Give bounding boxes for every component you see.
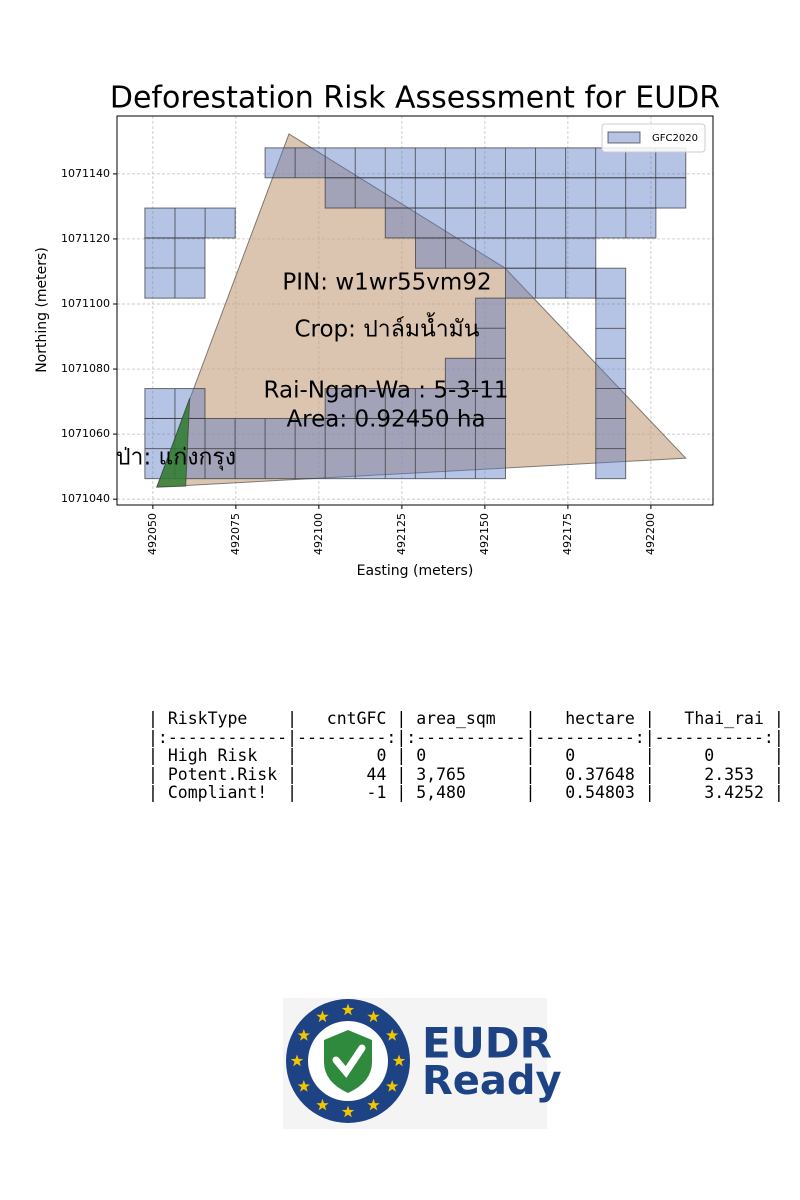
legend-swatch (607, 131, 641, 144)
gfc-block (144, 207, 236, 239)
logo-text: Ready (422, 1058, 562, 1104)
x-tick-label: 492200 (644, 513, 657, 555)
logo-star (297, 1029, 310, 1041)
chart-title: Deforestation Risk Assessment for EUDR (110, 81, 720, 116)
y-tick-label: 1071040 (61, 492, 110, 505)
gfc-block (384, 207, 657, 239)
y-tick-label: 1071140 (61, 167, 110, 180)
legend-label: GFC2020 (652, 133, 698, 144)
x-tick-label: 492075 (229, 513, 242, 555)
logo-star (386, 1029, 399, 1041)
logo-stars (290, 1003, 406, 1118)
logo-star (386, 1080, 399, 1092)
logo-text: EUDR (422, 1019, 552, 1068)
table-line: | Potent.Risk | 44 | 3,765 | 0.37648 | 2… (148, 764, 784, 784)
y-tick-label: 1071060 (61, 427, 110, 440)
gfc-block (595, 267, 627, 480)
annotation: Rai-Ngan-Wa : 5-3-11 (264, 378, 509, 404)
table-line: | Compliant! | -1 | 5,480 | 0.54803 | 3.… (148, 783, 784, 803)
x-axis-label: Easting (meters) (357, 563, 474, 579)
table-line: | RiskType | cntGFC | area_sqm | hectare… (148, 709, 784, 728)
logo-star (316, 1098, 329, 1111)
plot-boundary (156, 133, 687, 488)
logo-star (392, 1054, 406, 1067)
forest-area (156, 397, 191, 488)
annotation: ป่า: แก่งกรุง (116, 445, 236, 471)
x-tick-label: 492125 (395, 513, 408, 555)
logo-star (367, 1010, 380, 1023)
x-tick-label: 492100 (312, 513, 325, 555)
x-tick-label: 492150 (478, 513, 491, 555)
y-tick-label: 1071120 (61, 232, 110, 245)
logo-star (316, 1010, 329, 1023)
y-axis-label: Northing (meters) (34, 247, 50, 373)
table-line: |:------------|---------:|:-----------|-… (148, 727, 784, 747)
risk-table: | RiskType | cntGFC | area_sqm | hectare… (148, 709, 784, 803)
y-tick-label: 1071100 (61, 297, 110, 310)
logo: EUDR Ready (283, 998, 562, 1129)
x-tick-label: 492175 (561, 513, 574, 555)
legend-box (601, 123, 706, 153)
logo-star (297, 1080, 310, 1092)
logo-star (341, 1105, 355, 1118)
annotation: Crop: ปาล์มน้ำมัน (294, 313, 479, 343)
table-line: | High Risk | 0 | 0 | 0 | 0 | (148, 746, 784, 766)
logo-star (341, 1003, 355, 1016)
plot-frame (116, 115, 714, 506)
logo-star (367, 1098, 380, 1111)
x-tick-label: 492050 (146, 513, 159, 555)
y-tick-label: 1071080 (61, 362, 110, 375)
logo-check (332, 1044, 366, 1078)
logo-star (290, 1054, 304, 1067)
annotation: PIN: w1wr55vm92 (282, 270, 491, 296)
annotation: Area: 0.92450 ha (286, 407, 485, 433)
gfc-block (475, 297, 506, 390)
gfc-block (504, 267, 597, 299)
